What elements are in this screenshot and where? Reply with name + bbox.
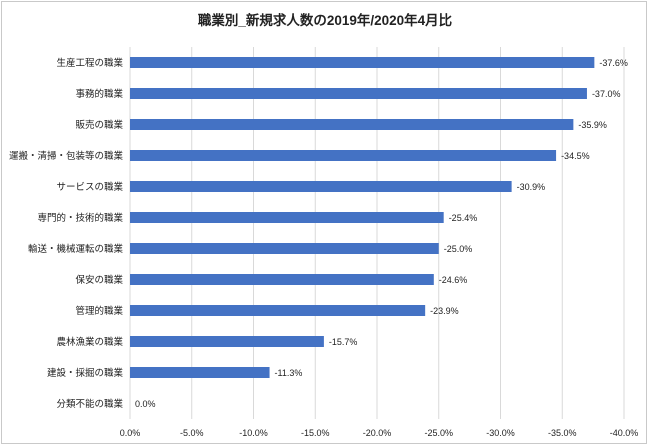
bar <box>130 88 587 99</box>
x-tick-label: 0.0% <box>120 428 141 438</box>
data-label: -37.6% <box>599 58 628 68</box>
bar <box>130 367 270 378</box>
bar <box>130 119 574 130</box>
category-label: 生産工程の職業 <box>56 57 123 69</box>
value-labels: -37.6% -37.0% -35.9% -34.5% -30.9% -25.4% -25.… <box>135 58 628 409</box>
bar <box>130 150 557 161</box>
bar <box>130 243 439 254</box>
category-label: 保安の職業 <box>75 274 123 286</box>
x-tick-labels: 0.0% -5.0% -10.0% -15.0% -20.0% -25.0% -30.0% -… <box>120 428 639 438</box>
category-label: 農林漁業の職業 <box>56 336 123 348</box>
x-tick-label: -40.0% <box>610 428 639 438</box>
bar <box>130 57 595 68</box>
chart-title: 職業別_新規求人数の2019年/2020年4月比 <box>198 12 452 28</box>
category-label: サービスの職業 <box>56 181 123 193</box>
data-label: -35.9% <box>578 120 607 130</box>
data-label: 0.0% <box>135 399 156 409</box>
category-label: 販売の職業 <box>75 119 123 131</box>
grid-lines <box>129 47 625 419</box>
category-label: 管理的職業 <box>75 305 123 317</box>
x-tick-label: -5.0% <box>180 428 204 438</box>
bar <box>130 305 426 316</box>
data-label: -34.5% <box>561 151 590 161</box>
bar <box>130 274 434 285</box>
category-label: 輸送・機械運転の職業 <box>28 243 124 255</box>
category-labels: 生産工程の職業事務的職業販売の職業運搬・清掃・包装等の職業サービスの職業専門的・… <box>9 57 124 410</box>
bar <box>130 212 444 223</box>
bar <box>130 181 512 192</box>
data-label: -23.9% <box>430 306 459 316</box>
x-tick-label: -35.0% <box>548 428 577 438</box>
bar <box>130 336 324 347</box>
category-label: 分類不能の職業 <box>56 398 123 410</box>
x-tick-label: -25.0% <box>424 428 453 438</box>
category-label: 運搬・清掃・包装等の職業 <box>9 150 124 162</box>
category-label: 専門的・技術的職業 <box>37 212 123 224</box>
x-tick-label: -30.0% <box>486 428 515 438</box>
category-label: 事務的職業 <box>75 88 123 100</box>
bars <box>130 57 595 378</box>
x-tick-label: -10.0% <box>239 428 268 438</box>
data-label: -24.6% <box>439 275 468 285</box>
data-label: -30.9% <box>517 182 546 192</box>
x-tick-label: -20.0% <box>363 428 392 438</box>
data-label: -25.4% <box>449 213 478 223</box>
data-label: -37.0% <box>592 89 621 99</box>
data-label: -11.3% <box>275 368 303 378</box>
x-tick-label: -15.0% <box>301 428 330 438</box>
data-label: -15.7% <box>329 337 358 347</box>
data-label: -25.0% <box>444 244 473 254</box>
category-label: 建設・採掘の職業 <box>47 367 124 379</box>
